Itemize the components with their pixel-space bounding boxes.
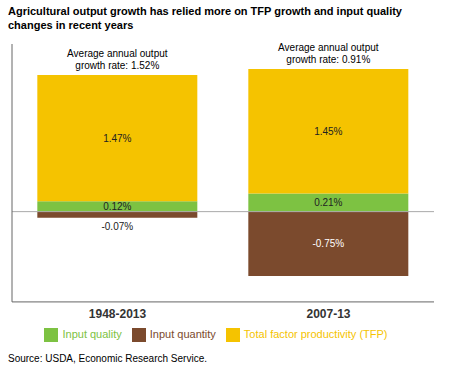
svg-text:1.47%: 1.47% xyxy=(103,133,131,144)
html-text:Source: USDA, Economic Researc: Source: USDA, Economic Research Service. xyxy=(8,353,207,364)
svg-text:-0.07%: -0.07% xyxy=(101,221,133,232)
html-text:Input quantity: Input quantity xyxy=(149,327,216,340)
svg-text:1.45%: 1.45% xyxy=(314,126,342,137)
svg-text:1948-2013: 1948-2013 xyxy=(89,307,147,321)
html-text:Agricultural output growth has: Agricultural output growth has relied mo… xyxy=(8,5,402,31)
html-text:Total factor productivity (TFP: Total factor productivity (TFP) xyxy=(243,327,388,340)
svg-text:-0.75%: -0.75% xyxy=(312,238,344,249)
svg-text:Average annual outputgrowth ra: Average annual outputgrowth rate: 0.91% xyxy=(278,42,379,65)
svg-text:2007-13: 2007-13 xyxy=(306,307,350,321)
svg-text:0.12%: 0.12% xyxy=(103,201,131,212)
html-text:Input quality: Input quality xyxy=(62,327,122,340)
svg-text:0.21%: 0.21% xyxy=(314,197,342,208)
svg-text:Average annual outputgrowth ra: Average annual outputgrowth rate: 1.52% xyxy=(67,48,168,71)
